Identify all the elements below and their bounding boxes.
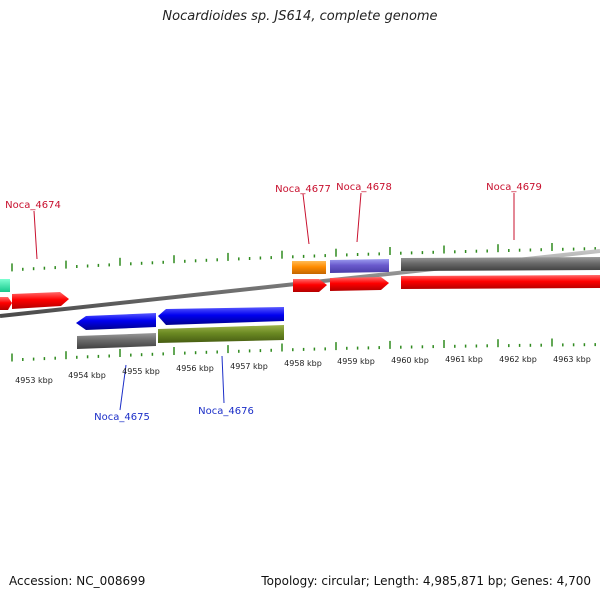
leader-line-noca-4676 (221, 355, 225, 404)
kbp-label: 4959 kbp (337, 357, 375, 366)
kbp-label: 4961 kbp (445, 355, 483, 364)
kbp-label: 4957 kbp (230, 362, 268, 371)
upper-tick-row (11, 243, 596, 272)
leader-line-noca-4674 (33, 210, 38, 260)
gene-red-fragment-left (0, 297, 12, 310)
kbp-label: 4953 kbp (15, 376, 53, 385)
leader-line-noca-4675 (119, 364, 127, 411)
gene-noca-4674-arrow (12, 292, 69, 309)
gene-label-noca-4677: Noca_4677 (275, 184, 331, 195)
kbp-label: 4960 kbp (391, 356, 429, 365)
kbp-label: 4956 kbp (176, 364, 214, 373)
kbp-label: 4962 kbp (499, 355, 537, 364)
gene-orange-block (292, 261, 326, 274)
gene-noca-4677-arrow (293, 279, 327, 292)
gene-gray-long-block (401, 257, 600, 271)
gene-gray-block-lower (77, 333, 156, 349)
gene-label-noca-4678: Noca_4678 (336, 182, 392, 193)
gene-olive-block (158, 325, 284, 343)
kbp-label: 4963 kbp (553, 355, 591, 364)
gene-label-noca-4676: Noca_4676 (198, 406, 254, 417)
leader-line-noca-4678 (356, 192, 362, 243)
gene-purple-block (330, 259, 389, 273)
gene-teal-fragment (0, 279, 10, 292)
gene-noca-4678-arrow (330, 277, 389, 291)
kbp-label: 4955 kbp (122, 367, 160, 376)
genome-title: Nocardioides sp. JS614, complete genome (162, 9, 438, 24)
kbp-label: 4954 kbp (68, 371, 106, 380)
topology-stats-text: Topology: circular; Length: 4,985,871 bp… (261, 574, 591, 588)
accession-text: Accession: NC_008699 (9, 574, 146, 588)
lower-tick-row (11, 338, 596, 362)
kbp-label: 4958 kbp (284, 359, 322, 368)
gene-label-noca-4679: Noca_4679 (486, 182, 542, 193)
leader-line-noca-4677 (302, 193, 310, 245)
gene-noca-4679-arrow (401, 275, 600, 289)
gene-label-noca-4675: Noca_4675 (94, 412, 150, 423)
gene-noca-4676-arrow (158, 307, 284, 325)
gene-label-noca-4674: Noca_4674 (5, 200, 61, 211)
gene-noca-4675-arrow (76, 313, 156, 330)
